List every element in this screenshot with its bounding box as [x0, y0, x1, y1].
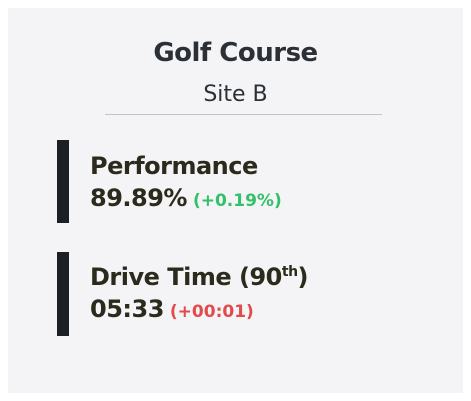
label-sup: th	[281, 264, 298, 280]
card	[8, 8, 463, 393]
subtitle: Site B	[203, 82, 268, 107]
divider	[105, 114, 382, 115]
label-text: Performance	[90, 152, 258, 180]
metric-bar	[57, 252, 69, 336]
value-text: 89.89%	[90, 184, 187, 212]
change: (+00:01)	[169, 302, 254, 322]
label-text: Drive Time (90	[90, 263, 282, 291]
value-text: 05:33	[90, 295, 164, 323]
title: Golf Course	[153, 38, 318, 68]
metric-value: 05:33 (+00:01)	[90, 295, 254, 323]
label-end: )	[297, 263, 309, 291]
metric-value: 89.89% (+0.19%)	[90, 184, 282, 212]
metric-label: Performance	[90, 152, 258, 180]
metric-label: Drive Time (90th)	[90, 263, 309, 291]
metric-bar	[57, 140, 69, 223]
change: (+0.19%)	[192, 191, 282, 211]
